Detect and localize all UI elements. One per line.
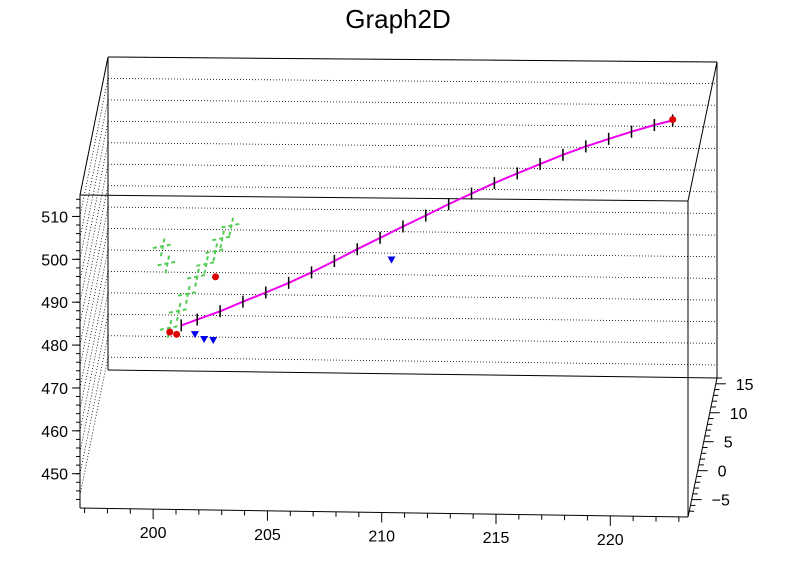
frame-back-bottom	[107, 369, 718, 379]
grid-line-left	[79, 56, 109, 196]
grid-line-left	[79, 78, 109, 217]
x-axis: 200 205 210 215 220	[84, 508, 680, 549]
error-bar-v	[164, 253, 171, 274]
z-tick-label: 480	[41, 338, 68, 355]
frame-front-bottom	[79, 507, 689, 518]
grid-line-back	[107, 356, 718, 366]
grid-line-back	[107, 142, 718, 149]
grid-line-left	[79, 185, 109, 324]
circle-marker	[212, 273, 220, 281]
grid-line-back	[107, 56, 718, 63]
error-bar-v	[203, 253, 210, 275]
x-tick-label: 220	[597, 532, 624, 549]
y-tick-label: −5	[712, 493, 730, 510]
grid-line-back	[107, 228, 718, 236]
grid-line-left	[79, 228, 109, 367]
grid-line-back	[107, 313, 718, 323]
series-layer	[152, 114, 677, 344]
grid-line-back	[107, 249, 718, 258]
circle-marker	[173, 330, 181, 338]
circle-marker	[166, 328, 174, 336]
z-tick-label: 450	[41, 467, 68, 484]
series-line	[180, 119, 673, 327]
frame-front-top	[79, 194, 689, 202]
grid-line-left	[79, 249, 109, 389]
z-tick-label: 490	[41, 295, 68, 312]
grid-line-left	[79, 271, 109, 410]
z-tick-label: 460	[41, 424, 68, 441]
grid-line-left	[79, 335, 109, 474]
grid-line-back	[107, 99, 718, 106]
grid-line-left	[79, 99, 109, 238]
z-axis: 450 460 470 480 490 500 510	[41, 198, 80, 500]
x-tick-label: 205	[254, 527, 281, 544]
grid-line-back	[107, 335, 718, 344]
y-axis: −5 0 5 10 15	[689, 377, 754, 512]
x-tick-label: 215	[483, 530, 510, 547]
grid-line-back	[107, 270, 718, 279]
z-tick-label: 470	[41, 381, 68, 398]
grid-line-left	[79, 164, 109, 303]
circle-marker	[669, 116, 677, 124]
triangle-marker	[190, 331, 199, 339]
grid-line-back	[107, 185, 718, 193]
grid-line-back	[107, 292, 718, 301]
error-bar-v	[212, 240, 219, 262]
grid-line-left	[79, 357, 109, 496]
z-tick-label: 500	[41, 252, 68, 269]
error-bar-v	[185, 283, 192, 304]
triangle-marker	[387, 256, 396, 264]
error-bar-v	[159, 235, 166, 257]
x-tick-label: 200	[140, 525, 167, 542]
error-bar-v	[175, 300, 182, 321]
grid-line-back	[107, 120, 718, 128]
grid-line-back	[107, 206, 718, 214]
error-bar-v	[194, 266, 201, 287]
triangle-marker	[200, 335, 209, 343]
y-tick-label: 5	[724, 435, 733, 452]
y-tick-label: 15	[736, 377, 754, 394]
error-bar-v	[228, 215, 235, 236]
y-tick-label: 10	[730, 406, 748, 423]
grid-lines	[79, 56, 718, 496]
grid-line-back	[107, 163, 718, 171]
grid-line-left	[79, 121, 109, 260]
y-tick-label: 0	[718, 464, 727, 481]
frame-depth-top-right	[687, 61, 718, 202]
x-tick-label: 210	[368, 528, 395, 545]
grid-line-left	[79, 206, 109, 346]
z-tick-label: 510	[41, 209, 68, 226]
error-bar-v	[219, 228, 226, 249]
grid-line-left	[79, 314, 109, 453]
grid-line-left	[79, 292, 109, 431]
grid-line-left	[79, 142, 109, 281]
chart-title: Graph2D	[345, 4, 451, 34]
grid-line-back	[107, 78, 718, 85]
triangle-marker	[209, 336, 218, 344]
